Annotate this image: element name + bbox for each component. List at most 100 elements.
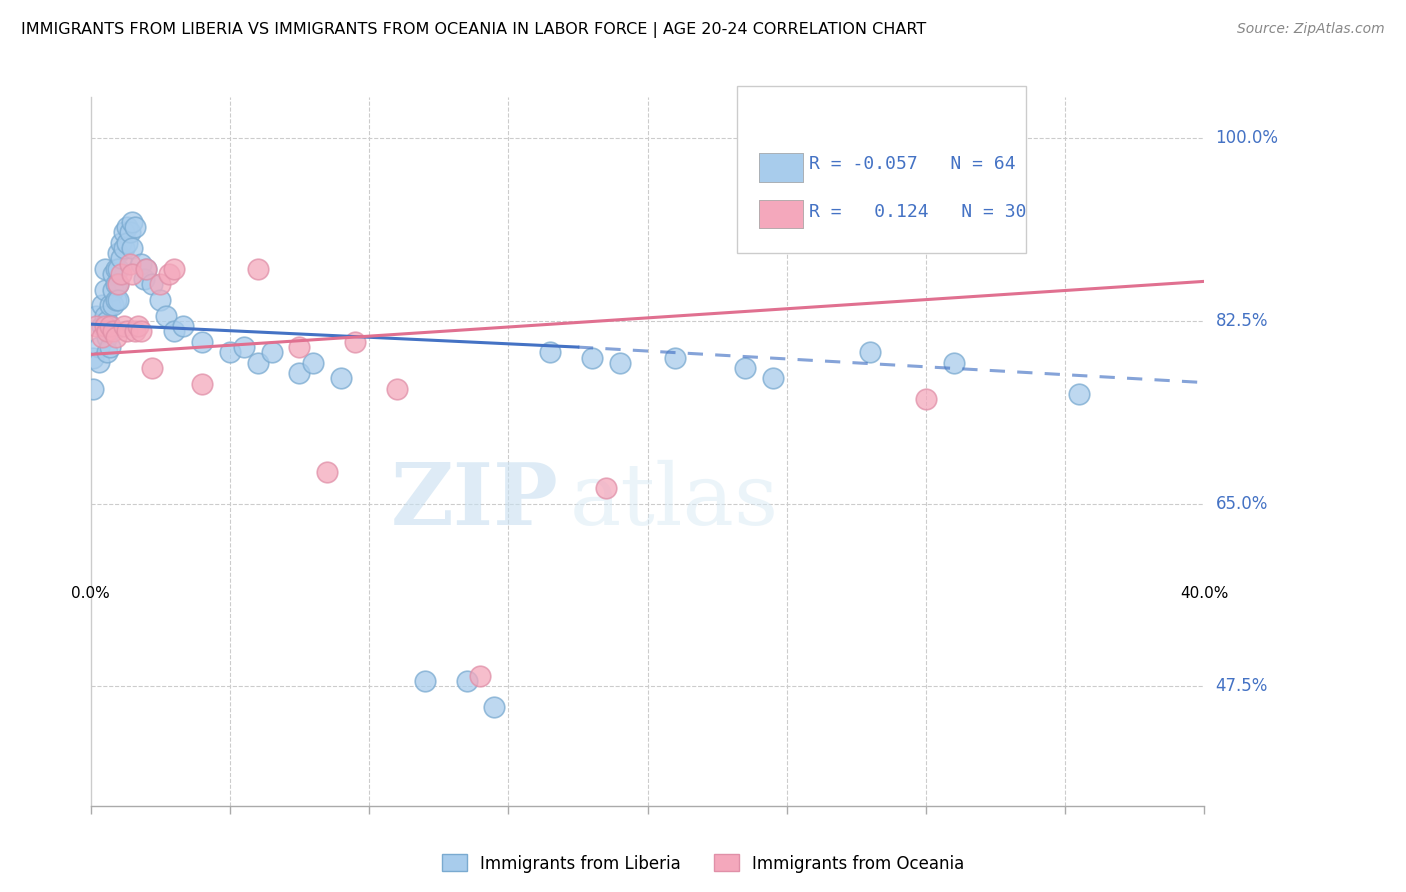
Point xyxy=(93,319,115,334)
Point xyxy=(232,340,254,354)
Point xyxy=(93,283,115,297)
Point xyxy=(288,366,311,380)
Point xyxy=(121,215,143,229)
Point xyxy=(157,267,180,281)
Text: Source: ZipAtlas.com: Source: ZipAtlas.com xyxy=(1237,22,1385,37)
Point xyxy=(191,334,214,349)
Point xyxy=(107,277,129,292)
Point xyxy=(124,325,146,339)
Point xyxy=(104,261,127,276)
Point xyxy=(155,309,177,323)
Point xyxy=(246,356,269,370)
Point xyxy=(101,325,124,339)
Point xyxy=(246,261,269,276)
Point xyxy=(82,351,104,365)
Point xyxy=(942,356,965,370)
Point xyxy=(115,220,138,235)
Point xyxy=(344,334,367,349)
Point xyxy=(762,371,785,385)
Point xyxy=(107,246,129,260)
Point xyxy=(316,466,339,480)
FancyBboxPatch shape xyxy=(759,153,803,182)
Point xyxy=(121,241,143,255)
Point xyxy=(163,261,186,276)
Point xyxy=(107,293,129,307)
Point xyxy=(84,309,107,323)
Point xyxy=(915,392,938,407)
Point xyxy=(90,329,112,343)
Point xyxy=(135,261,157,276)
Point xyxy=(218,345,240,359)
Point xyxy=(90,298,112,312)
Point xyxy=(127,319,149,334)
Point xyxy=(121,267,143,281)
Point xyxy=(149,277,172,292)
Point xyxy=(302,356,325,370)
Point xyxy=(107,277,129,292)
Point xyxy=(141,277,163,292)
FancyBboxPatch shape xyxy=(737,86,1026,252)
Point xyxy=(101,267,124,281)
Point xyxy=(104,329,127,343)
Text: 65.0%: 65.0% xyxy=(1216,495,1268,513)
Point xyxy=(484,700,506,714)
Point xyxy=(87,354,110,368)
Point xyxy=(93,261,115,276)
Point xyxy=(330,371,353,385)
Point xyxy=(734,361,756,376)
Point xyxy=(84,319,107,334)
Point xyxy=(98,340,121,354)
Point xyxy=(110,252,132,266)
Point xyxy=(104,277,127,292)
Legend: Immigrants from Liberia, Immigrants from Oceania: Immigrants from Liberia, Immigrants from… xyxy=(434,847,972,880)
Point xyxy=(93,309,115,323)
Point xyxy=(96,345,118,359)
Text: 100.0%: 100.0% xyxy=(1216,129,1278,147)
Text: ZIP: ZIP xyxy=(391,459,558,543)
Text: 47.5%: 47.5% xyxy=(1216,677,1268,695)
Point xyxy=(96,329,118,343)
Point xyxy=(118,225,141,239)
Text: R =   0.124   N = 30: R = 0.124 N = 30 xyxy=(808,203,1026,221)
Point xyxy=(110,235,132,250)
Point xyxy=(538,345,561,359)
Point xyxy=(115,325,138,339)
Text: IMMIGRANTS FROM LIBERIA VS IMMIGRANTS FROM OCEANIA IN LABOR FORCE | AGE 20-24 CO: IMMIGRANTS FROM LIBERIA VS IMMIGRANTS FR… xyxy=(21,22,927,38)
Point xyxy=(609,356,631,370)
Point xyxy=(96,325,118,339)
Point xyxy=(385,382,408,396)
Point xyxy=(595,481,617,495)
FancyBboxPatch shape xyxy=(759,200,803,228)
Point xyxy=(470,669,492,683)
Point xyxy=(107,261,129,276)
Point xyxy=(664,351,686,365)
Point xyxy=(581,351,603,365)
Text: 0.0%: 0.0% xyxy=(72,586,110,601)
Point xyxy=(101,283,124,297)
Point xyxy=(1069,387,1091,401)
Point xyxy=(118,257,141,271)
Point xyxy=(101,298,124,312)
Text: 40.0%: 40.0% xyxy=(1180,586,1229,601)
Point xyxy=(112,241,135,255)
Point xyxy=(96,314,118,328)
Point xyxy=(87,340,110,354)
Text: 82.5%: 82.5% xyxy=(1216,312,1268,330)
Point xyxy=(98,298,121,312)
Point xyxy=(90,319,112,334)
Point xyxy=(413,673,436,688)
Point xyxy=(141,361,163,376)
Point xyxy=(135,261,157,276)
Point xyxy=(129,257,152,271)
Point xyxy=(163,325,186,339)
Point xyxy=(98,319,121,334)
Point xyxy=(82,382,104,396)
Point xyxy=(104,293,127,307)
Point xyxy=(110,267,132,281)
Text: R = -0.057   N = 64: R = -0.057 N = 64 xyxy=(808,155,1015,173)
Point xyxy=(149,293,172,307)
Point xyxy=(260,345,283,359)
Point xyxy=(112,319,135,334)
Point xyxy=(112,225,135,239)
Point xyxy=(115,235,138,250)
